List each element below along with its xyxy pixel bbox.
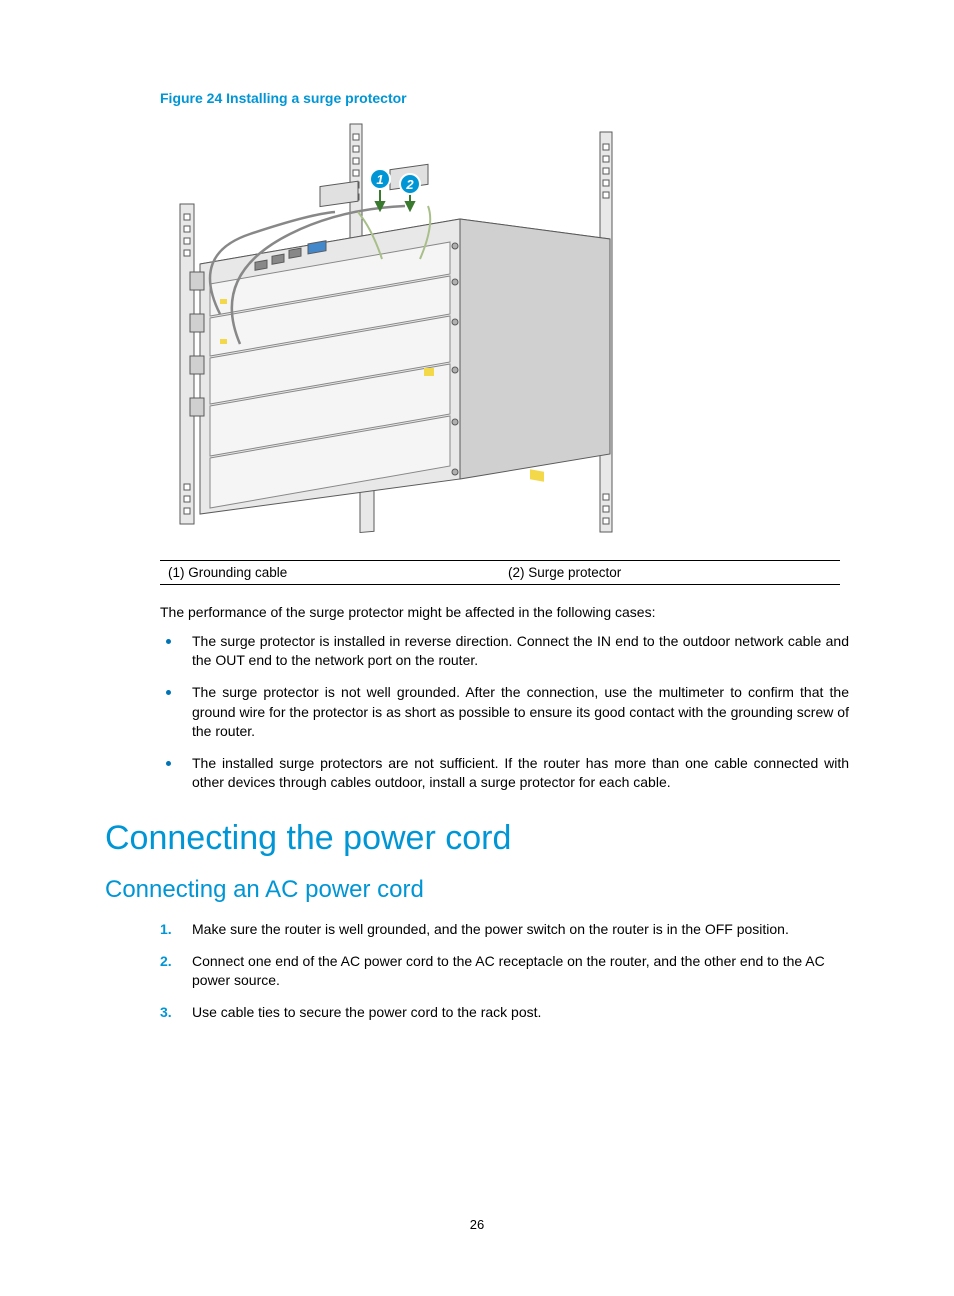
list-item: The installed surge protectors are not s… [160, 754, 849, 793]
steps-list: Make sure the router is well grounded, a… [160, 920, 849, 1022]
figure-image: 1 2 [160, 114, 640, 554]
subsection-heading: Connecting an AC power cord [105, 876, 849, 904]
bullet-list: The surge protector is installed in reve… [160, 632, 849, 793]
legend-cell-2: (2) Surge protector [500, 561, 840, 585]
legend-cell-1: (1) Grounding cable [160, 561, 500, 585]
list-item: The surge protector is not well grounded… [160, 683, 849, 742]
section-heading: Connecting the power cord [105, 819, 849, 858]
intro-paragraph: The performance of the surge protector m… [160, 603, 849, 622]
surge-protector-diagram: 1 2 [160, 114, 640, 554]
figure-caption: Figure 24 Installing a surge protector [160, 90, 849, 106]
step-item: Make sure the router is well grounded, a… [160, 920, 849, 940]
svg-text:1: 1 [376, 172, 383, 187]
figure-image-block: 1 2 [160, 114, 849, 554]
step-item: Use cable ties to secure the power cord … [160, 1003, 849, 1023]
step-item: Connect one end of the AC power cord to … [160, 952, 849, 991]
page-number: 26 [0, 1217, 954, 1232]
callout-1: 1 [370, 169, 390, 189]
list-item: The surge protector is installed in reve… [160, 632, 849, 671]
figure-legend-table: (1) Grounding cable (2) Surge protector [160, 560, 840, 585]
svg-text:2: 2 [405, 177, 414, 192]
callout-2: 2 [400, 174, 420, 194]
